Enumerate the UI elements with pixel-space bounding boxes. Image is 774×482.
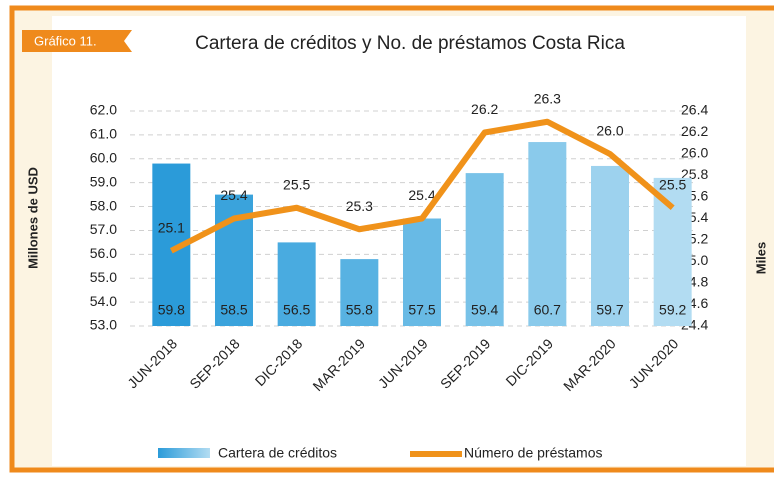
legend-swatch — [158, 448, 210, 458]
bar-value-label: 59.8 — [158, 302, 185, 318]
line-value-label: 25.5 — [283, 176, 310, 192]
bar-value-label: 60.7 — [534, 302, 561, 318]
bar-value-label: 59.4 — [471, 302, 498, 318]
y2-tick-label: 26.2 — [681, 123, 708, 139]
legend-label: Número de préstamos — [464, 445, 603, 461]
bar-value-label: 57.5 — [408, 302, 435, 318]
line-value-label: 25.3 — [346, 198, 373, 214]
bar — [277, 242, 316, 326]
label: Gráfico 11. — [34, 33, 97, 48]
line — [169, 118, 675, 254]
label-tag — [22, 30, 132, 52]
y-axis-title: Millones de USD — [25, 167, 40, 269]
bar — [465, 173, 504, 326]
bar-value-label: 56.5 — [283, 302, 310, 318]
line-value-label: 25.4 — [408, 187, 435, 203]
y-tick-label: 58.0 — [90, 197, 117, 213]
y-tick-label: 57.0 — [90, 221, 117, 237]
y-tick-label: 60.0 — [90, 149, 117, 165]
y-tick-label: 53.0 — [90, 317, 117, 333]
bar-value-label: 59.7 — [596, 302, 623, 318]
bar — [528, 142, 567, 326]
bar-value-label: 59.2 — [659, 302, 686, 318]
y-tick-label: 55.0 — [90, 269, 117, 285]
y-tick-label: 61.0 — [90, 126, 117, 142]
y2-tick-label: 26.4 — [681, 102, 708, 118]
line-value-label: 26.0 — [596, 123, 623, 139]
bar-value-label: 55.8 — [346, 302, 373, 318]
line-value-label: 26.3 — [534, 90, 561, 106]
bar — [653, 177, 692, 326]
y-tick-label: 59.0 — [90, 173, 117, 189]
line-value-label: 25.4 — [220, 187, 247, 203]
y2-axis-title: Miles — [753, 242, 768, 275]
line-value-label: 26.2 — [471, 101, 498, 117]
y2-tick-label: 26.0 — [681, 145, 708, 161]
y-tick-label: 62.0 — [90, 102, 117, 118]
bar — [403, 218, 441, 326]
chart-title: Cartera de créditos y No. de préstamos C… — [195, 33, 625, 54]
y-tick-label: 54.0 — [90, 293, 117, 309]
line-value-label: 25.5 — [659, 176, 686, 192]
line-value-label: 25.1 — [158, 219, 185, 235]
legend-label: Cartera de créditos — [218, 445, 337, 461]
bar — [340, 259, 379, 326]
y-tick-label: 56.0 — [90, 245, 117, 261]
bar — [591, 165, 629, 326]
bar-value-label: 58.5 — [220, 302, 247, 318]
